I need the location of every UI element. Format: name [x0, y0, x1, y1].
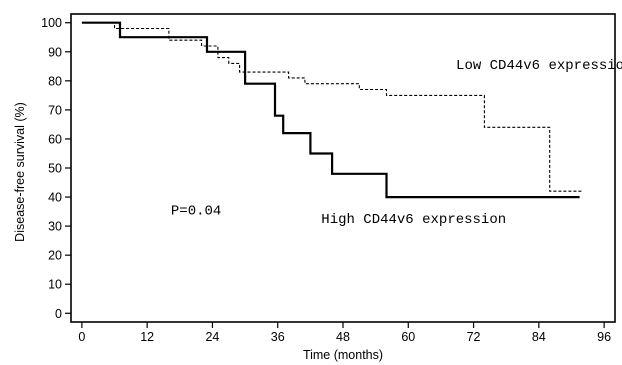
high-cd44v6-curve — [81, 21, 580, 199]
x-axis-title: Time (months) — [303, 348, 383, 362]
x-tick-label: 96 — [597, 330, 611, 344]
y-tick-label: 50 — [48, 162, 62, 176]
y-axis-title-group: Disease-free survival (%) — [13, 102, 27, 242]
y-tick-label: 0 — [55, 307, 62, 321]
y-tick-label: 60 — [48, 132, 62, 146]
x-axis-ticks: 0 12 24 36 48 60 72 84 96 — [78, 322, 611, 344]
y-tick-label: 100 — [41, 16, 62, 30]
x-tick-label: 72 — [467, 330, 481, 344]
annotations: P=0.04 Low CD44v6 expression High CD44v6 e… — [171, 58, 622, 228]
series-lines — [81, 21, 583, 199]
x-tick-label: 48 — [336, 330, 350, 344]
y-tick-label: 90 — [48, 45, 62, 59]
annotation-1: Low CD44v6 expression — [456, 58, 622, 74]
x-tick-label: 36 — [271, 330, 285, 344]
y-axis-title: Disease-free survival (%) — [13, 102, 27, 242]
annotation-0: P=0.04 — [171, 203, 221, 219]
y-tick-label: 10 — [48, 278, 62, 292]
y-tick-label: 40 — [48, 191, 62, 205]
x-tick-label: 84 — [532, 330, 546, 344]
x-tick-label: 24 — [205, 330, 219, 344]
y-tick-label: 30 — [48, 220, 62, 234]
y-tick-label: 70 — [48, 103, 62, 117]
y-axis-ticks: 0 10 20 30 40 50 60 70 80 90 100 — [41, 16, 71, 321]
x-tick-label: 60 — [401, 330, 415, 344]
y-tick-label: 80 — [48, 74, 62, 88]
x-tick-label: 0 — [78, 330, 85, 344]
low-cd44v6-curve — [81, 22, 583, 192]
annotation-2: High CD44v6 expression — [321, 212, 506, 228]
x-tick-label: 12 — [140, 330, 154, 344]
y-tick-label: 20 — [48, 249, 62, 263]
